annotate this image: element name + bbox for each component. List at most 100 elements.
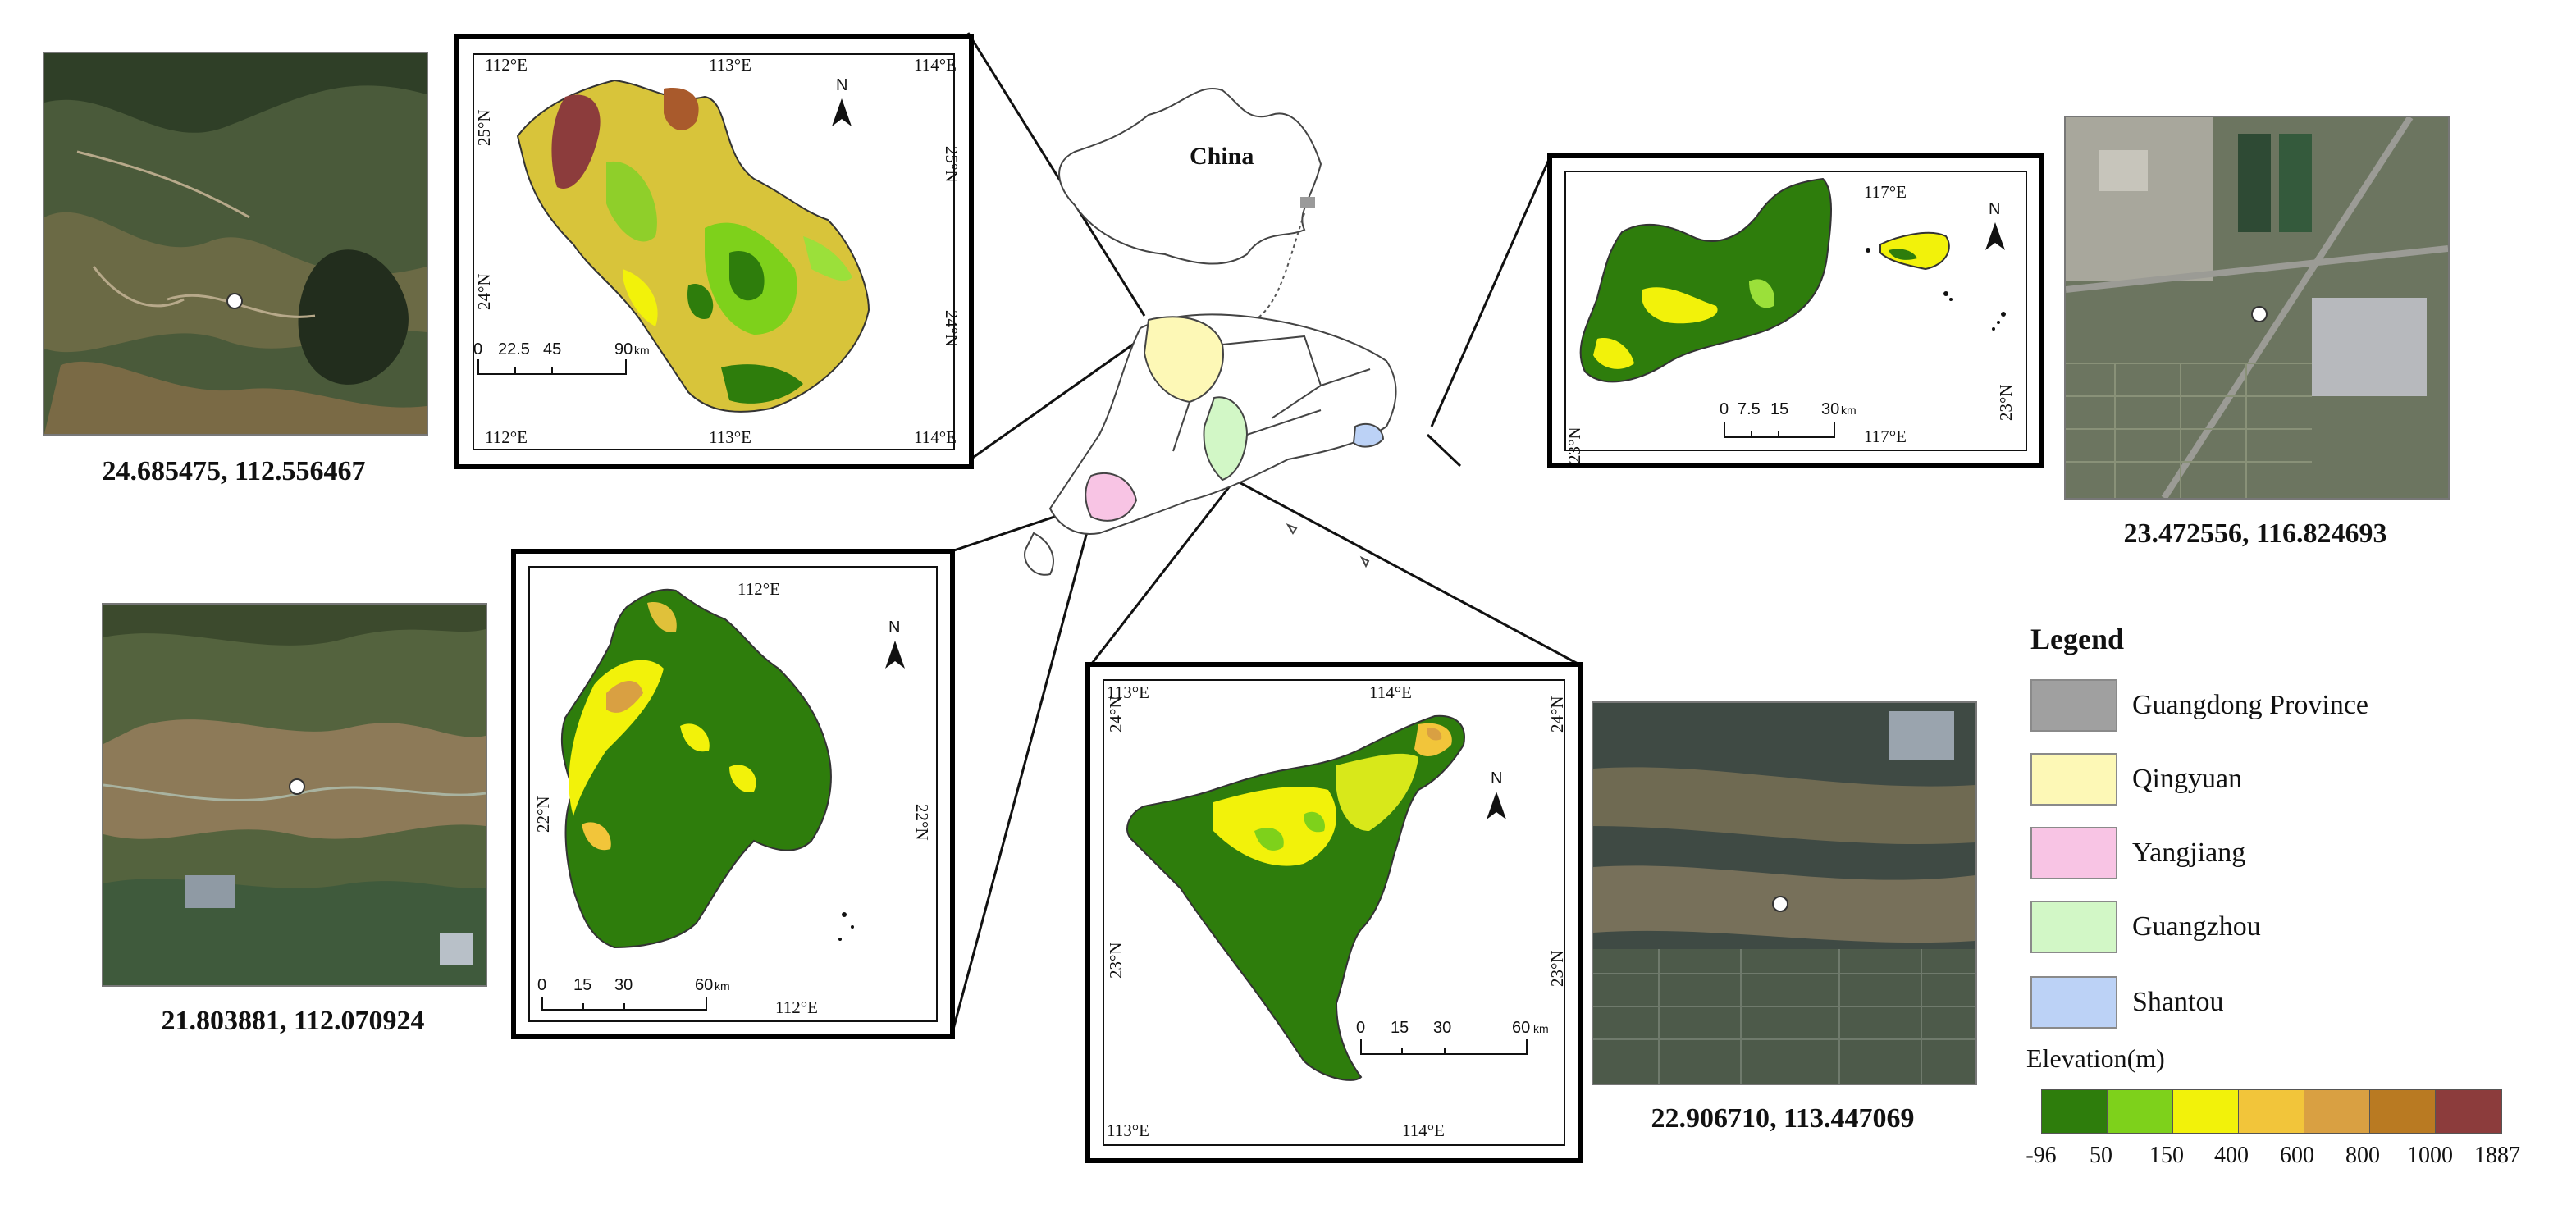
svg-text:22.5: 22.5 [498, 340, 530, 358]
satellite-coordinate-qingyuan: 24.685475, 112.556467 [102, 456, 366, 486]
svg-text:24°N: 24°N [1106, 696, 1126, 733]
elevation-tick: 400 [2214, 1143, 2249, 1168]
svg-text:90: 90 [614, 340, 633, 358]
legend-swatch-guangzhou [2030, 901, 2117, 953]
lat-tick-left-shantou: 23°N [1564, 427, 1584, 463]
svg-text:23°N: 23°N [1547, 950, 1567, 987]
lat-tick-left-yangjiang: 22°N [533, 796, 553, 833]
svg-text:km: km [1841, 404, 1857, 417]
legend-item-guangdong: Guangdong Province [2030, 679, 2368, 732]
elevation-colorbar [2041, 1089, 2502, 1134]
elevation-tick: 800 [2345, 1143, 2380, 1168]
legend-item-yangjiang: Yangjiang [2030, 827, 2245, 879]
lon-tick-bottom-shantou: 117°E [1864, 427, 1907, 446]
map-frame-shantou: N 117°E 117°E 23°N 23°N 0 7.5 15 30 km [1547, 153, 2044, 468]
svg-text:15: 15 [1770, 400, 1788, 418]
legend-item-guangzhou: Guangzhou [2030, 901, 2261, 953]
map-frame-guangzhou: N 113°E 114°E 113°E 114°E 24°N 23°N 24°N… [1085, 662, 1583, 1163]
north-arrow-yangjiang: N [885, 618, 905, 669]
svg-text:15: 15 [1391, 1019, 1409, 1037]
satellite-coordinate-yangjiang: 21.803881, 112.070924 [161, 1006, 425, 1036]
legend-label-guangdong: Guangdong Province [2132, 690, 2369, 720]
svg-text:km: km [634, 344, 650, 357]
map-frame-yangjiang: N 112°E 112°E 22°N 22°N 0 15 30 60 km [511, 549, 955, 1039]
svg-text:15: 15 [573, 976, 591, 994]
scale-bar-guangzhou: 0 15 30 60 km [1356, 1019, 1549, 1055]
lon-tick-bottom-yangjiang: 112°E [775, 997, 818, 1017]
legend-swatch-guangdong [2030, 679, 2117, 732]
elevation-tick: 1000 [2407, 1143, 2453, 1168]
elevation-tick: 600 [2280, 1143, 2314, 1168]
svg-text:25°N: 25°N [942, 146, 961, 183]
svg-text:N: N [888, 618, 900, 637]
lon-tick-top-shantou: 117°E [1864, 182, 1907, 202]
elevation-tick: 150 [2149, 1143, 2184, 1168]
legend-item-shantou: Shantou [2030, 976, 2223, 1029]
elevation-class-5 [2304, 1090, 2370, 1133]
lon-ticks-bottom-guangzhou: 113°E 114°E [1107, 1121, 1445, 1140]
north-arrow-shantou: N [1985, 200, 2005, 250]
scale-bar-shantou: 0 7.5 15 30 km [1720, 400, 1857, 438]
legend-label-guangzhou: Guangzhou [2132, 911, 2261, 942]
elevation-tick: -96 [2026, 1143, 2057, 1168]
svg-text:113°E: 113°E [709, 427, 751, 447]
svg-text:0: 0 [473, 340, 482, 358]
north-arrow-guangzhou: N [1487, 769, 1506, 819]
svg-text:7.5: 7.5 [1738, 400, 1761, 418]
scale-bar-qingyuan: 0 22.5 45 90 km [473, 340, 650, 375]
map-frame-qingyuan: N 112°E 113°E 114°E 112°E 113°E 114°E 25… [454, 34, 974, 469]
legend-swatch-shantou [2030, 976, 2117, 1029]
dem-guangzhou [1126, 714, 1465, 1081]
svg-text:45: 45 [543, 340, 561, 358]
overview-map: China [1024, 88, 1397, 576]
elevation-class-1 [2042, 1090, 2108, 1133]
svg-text:114°E: 114°E [1369, 682, 1412, 702]
svg-text:0: 0 [1720, 400, 1729, 418]
satellite-coordinate-shantou: 23.472556, 116.824693 [2123, 518, 2387, 549]
legend-label-shantou: Shantou [2132, 987, 2224, 1017]
svg-text:30: 30 [1821, 400, 1839, 418]
lon-ticks-bottom-qingyuan: 112°E 113°E 114°E [485, 427, 957, 447]
svg-text:113°E: 113°E [709, 55, 751, 75]
legend-item-qingyuan: Qingyuan [2030, 753, 2242, 806]
elevation-class-7 [2436, 1090, 2501, 1133]
svg-text:114°E: 114°E [914, 427, 957, 447]
svg-text:60: 60 [1512, 1019, 1530, 1037]
svg-text:km: km [715, 979, 730, 993]
svg-text:113°E: 113°E [1107, 1121, 1149, 1140]
dem-yangjiang [560, 588, 854, 949]
lon-ticks-top-guangzhou: 113°E 114°E [1107, 682, 1412, 702]
satellite-coordinate-guangzhou: 22.906710, 113.447069 [1651, 1103, 1915, 1134]
elevation-class-2 [2108, 1090, 2173, 1133]
legend-label-qingyuan: Qingyuan [2132, 764, 2243, 794]
scale-bar-yangjiang: 0 15 30 60 km [537, 976, 730, 1011]
lon-ticks-top-qingyuan: 112°E 113°E 114°E [485, 55, 957, 75]
legend-swatch-qingyuan [2030, 753, 2117, 806]
elevation-class-6 [2370, 1090, 2436, 1133]
elevation-class-3 [2173, 1090, 2239, 1133]
elevation-title: Elevation(m) [2026, 1043, 2165, 1073]
svg-text:112°E: 112°E [485, 55, 528, 75]
lat-tick-right-yangjiang: 22°N [912, 804, 932, 841]
legend-swatch-yangjiang [2030, 827, 2117, 879]
satellite-image-qingyuan [43, 52, 428, 436]
svg-text:23°N: 23°N [1106, 942, 1126, 979]
svg-text:112°E: 112°E [485, 427, 528, 447]
lat-tick-right-shantou: 23°N [1996, 384, 2016, 421]
guangdong-province [1024, 313, 1397, 576]
elevation-class-4 [2239, 1090, 2304, 1133]
lon-tick-top-yangjiang: 112°E [738, 579, 780, 599]
svg-text:113°E: 113°E [1107, 682, 1149, 702]
svg-text:25°N: 25°N [474, 109, 494, 146]
legend-label-yangjiang: Yangjiang [2132, 838, 2246, 868]
dem-shantou [1579, 177, 2006, 383]
svg-text:N: N [1491, 769, 1502, 787]
china-label: China [1190, 143, 1254, 170]
svg-text:km: km [1533, 1022, 1549, 1035]
legend-title: Legend [2030, 623, 2125, 655]
satellite-image-guangzhou [1592, 701, 1977, 1085]
elevation-tick: 50 [2090, 1143, 2112, 1168]
svg-text:30: 30 [614, 976, 633, 994]
lat-ticks-guangzhou: 24°N 23°N 24°N 23°N [1106, 696, 1567, 987]
